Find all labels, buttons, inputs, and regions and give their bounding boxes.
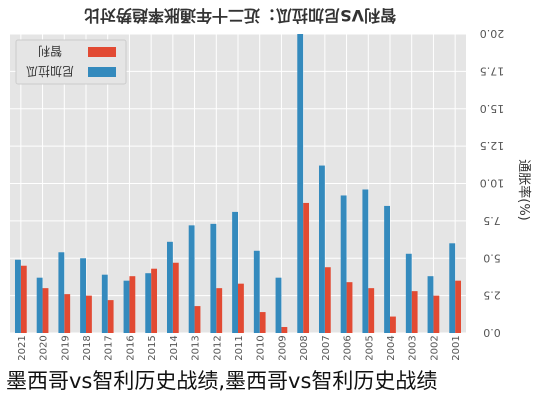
bar-nicaragua-2005 bbox=[362, 189, 369, 333]
bar-nicaragua-2018 bbox=[80, 258, 86, 333]
x-tick-label: 2001 bbox=[451, 335, 462, 360]
y-tick-label: 2.5 bbox=[483, 289, 501, 302]
x-tick-label: 2011 bbox=[234, 335, 245, 360]
bar-chile-2011 bbox=[238, 283, 244, 333]
y-tick-label: 5.0 bbox=[483, 251, 501, 264]
x-tick-label: 2004 bbox=[386, 335, 397, 360]
bar-chile-2019 bbox=[64, 294, 71, 333]
bar-nicaragua-2001 bbox=[449, 243, 456, 333]
bar-chile-2006 bbox=[346, 282, 353, 333]
bar-nicaragua-2017 bbox=[101, 274, 108, 333]
bar-chile-2014 bbox=[172, 262, 179, 333]
bar-chile-2012 bbox=[216, 288, 223, 333]
legend-swatch-nicaragua bbox=[88, 67, 116, 77]
x-tick-label: 2009 bbox=[277, 335, 288, 360]
bar-nicaragua-2020 bbox=[36, 277, 43, 333]
inflation-bar-chart: 2021 2020 2019 2018 2017 2016 2015 2014 2013 2012… bbox=[10, 6, 532, 360]
bar-nicaragua-2004 bbox=[384, 205, 390, 333]
bar-chile-2001 bbox=[455, 280, 462, 333]
chart-area: 2021 2020 2019 2018 2017 2016 2015 2014 2013 2012… bbox=[10, 6, 532, 360]
x-tick-label: 2008 bbox=[299, 335, 310, 360]
bar-chile-2008 bbox=[303, 202, 310, 333]
bar-chile-2010 bbox=[259, 312, 266, 333]
y-tick-label: 20.0 bbox=[480, 27, 505, 40]
x-tick-label: 2018 bbox=[82, 335, 93, 360]
bar-chile-2015 bbox=[151, 268, 158, 333]
legend-swatch-chile bbox=[88, 47, 116, 57]
x-tick-label: 2015 bbox=[147, 335, 158, 360]
bar-chile-2007 bbox=[324, 267, 331, 333]
bar-nicaragua-2013 bbox=[188, 225, 195, 333]
bar-nicaragua-2012 bbox=[210, 223, 217, 333]
y-tick-label: 0.0 bbox=[483, 326, 501, 339]
x-tick-label: 2017 bbox=[104, 335, 115, 360]
x-tick-label: 2016 bbox=[125, 335, 136, 360]
chart-title: 智利VS尼加拉瓜：近二十年通胀率趋势对比 bbox=[84, 6, 396, 25]
bar-nicaragua-2021 bbox=[14, 259, 21, 333]
x-tick-label: 2014 bbox=[169, 335, 180, 360]
bar-chile-2002 bbox=[433, 295, 440, 333]
bar-nicaragua-2003 bbox=[405, 253, 412, 333]
legend-label-nicaragua: 尼加拉瓜 bbox=[26, 64, 74, 79]
bar-nicaragua-2002 bbox=[427, 276, 434, 333]
bar-chile-2004 bbox=[390, 316, 396, 333]
y-tick-label: 12.5 bbox=[480, 139, 505, 152]
bar-chile-2005 bbox=[368, 288, 375, 333]
bar-chile-2009 bbox=[281, 327, 288, 333]
y-tick-label: 17.5 bbox=[480, 64, 505, 77]
y-tick-label: 15.0 bbox=[480, 102, 505, 115]
bar-nicaragua-2016 bbox=[123, 280, 130, 333]
x-tick-label: 2007 bbox=[321, 335, 332, 360]
x-tick-label: 2010 bbox=[256, 335, 267, 360]
x-tick-label: 2020 bbox=[39, 335, 50, 360]
bar-nicaragua-2019 bbox=[58, 252, 65, 333]
bar-nicaragua-2010 bbox=[253, 250, 260, 333]
bar-chile-2016 bbox=[129, 276, 136, 333]
y-axis-label: 通胀率(%) bbox=[516, 159, 532, 221]
bar-nicaragua-2015 bbox=[145, 273, 152, 333]
caption-text: 墨西哥vs智利历史战绩,墨西哥vs智利历史战绩 bbox=[6, 369, 438, 393]
x-tick-label: 2002 bbox=[429, 335, 440, 360]
x-tick-label: 2006 bbox=[343, 335, 354, 360]
bar-chile-2021 bbox=[20, 265, 27, 333]
x-tick-label: 2003 bbox=[408, 335, 419, 360]
bar-chile-2003 bbox=[411, 291, 418, 333]
bar-chile-2018 bbox=[86, 295, 92, 333]
y-tick-label: 7.5 bbox=[483, 214, 501, 227]
bar-nicaragua-2014 bbox=[166, 241, 173, 333]
x-tick-label: 2012 bbox=[212, 335, 223, 360]
bar-nicaragua-2007 bbox=[318, 165, 325, 333]
x-tick-label: 2013 bbox=[191, 335, 202, 360]
bar-nicaragua-2008 bbox=[297, 34, 304, 333]
legend-label-chile: 智利 bbox=[38, 44, 62, 59]
bar-nicaragua-2011 bbox=[232, 211, 238, 333]
bar-chile-2020 bbox=[42, 288, 49, 333]
bar-chile-2017 bbox=[107, 300, 114, 333]
x-tick-label: 2021 bbox=[17, 335, 28, 360]
x-tick-label: 2019 bbox=[60, 335, 71, 360]
bar-nicaragua-2006 bbox=[340, 195, 347, 333]
y-tick-label: 10.0 bbox=[480, 177, 505, 190]
bar-nicaragua-2009 bbox=[275, 277, 282, 333]
x-tick-label: 2005 bbox=[364, 335, 375, 360]
bar-chile-2013 bbox=[194, 306, 201, 333]
